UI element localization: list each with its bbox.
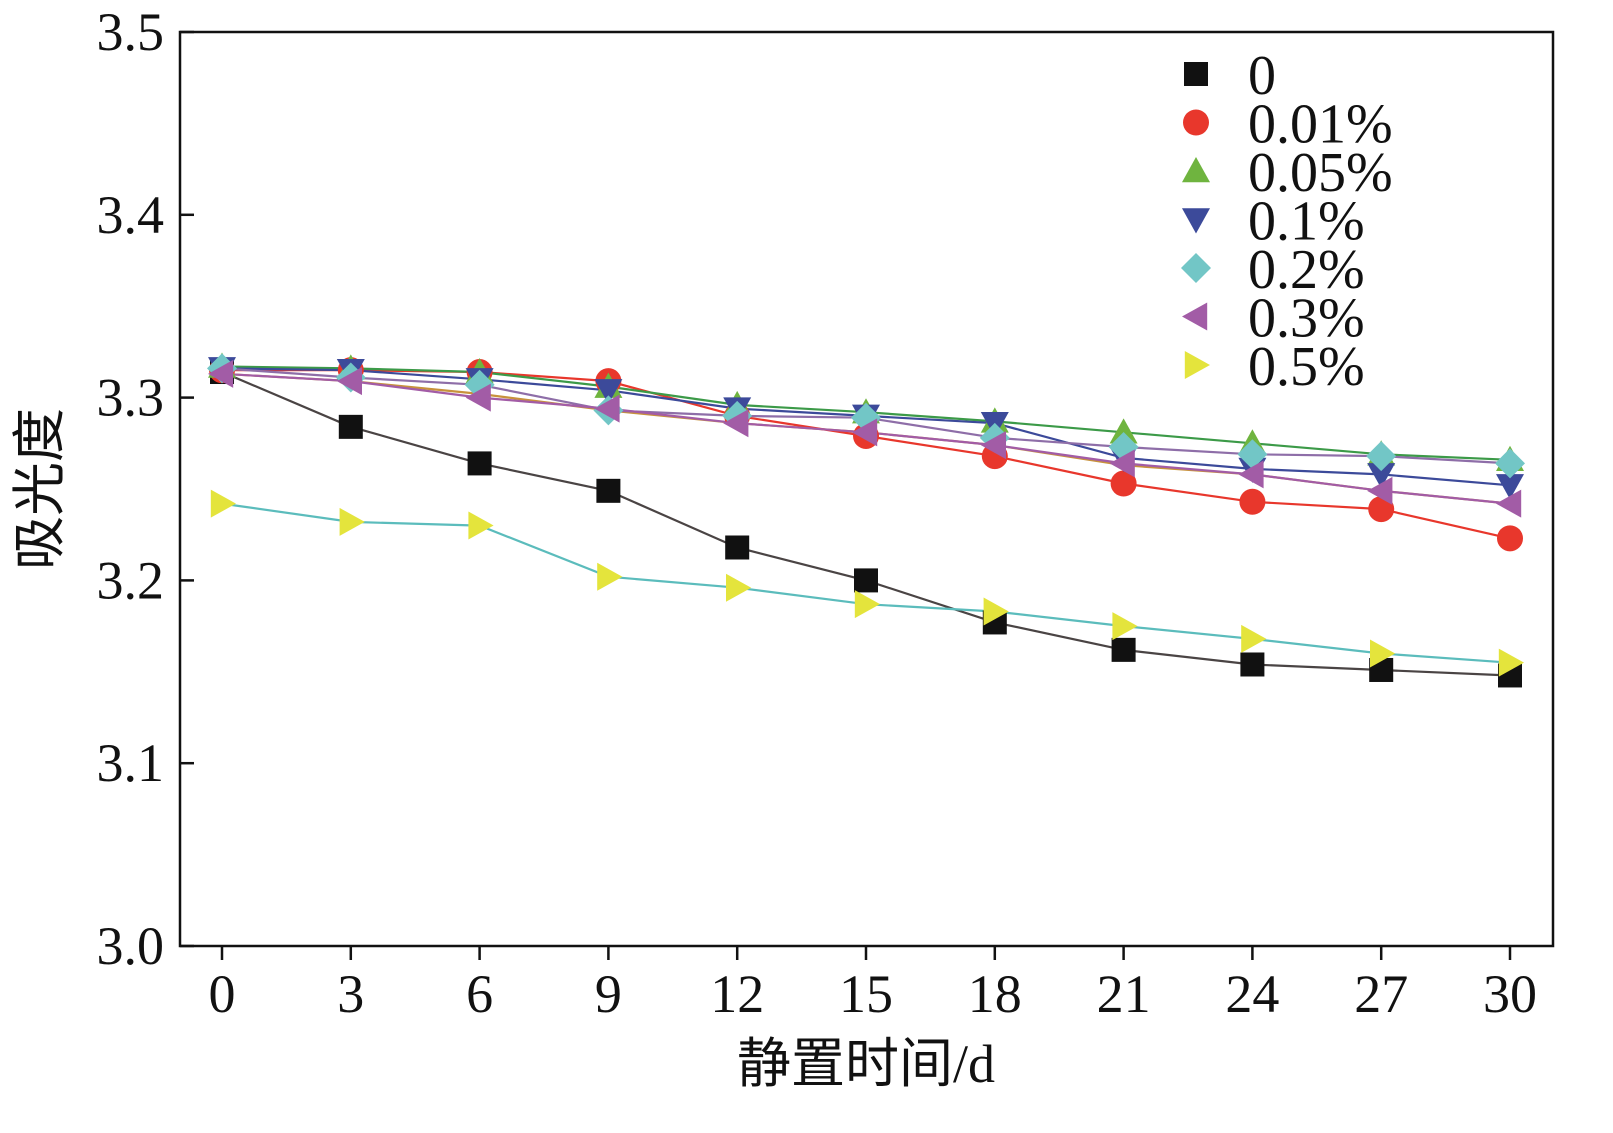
point-0.3%-x3 xyxy=(336,367,362,396)
x-tick-label-3: 3 xyxy=(337,964,364,1024)
point-0.2%-x24 xyxy=(1237,439,1268,470)
point-0.1%-x9 xyxy=(594,379,623,405)
point-0.3%-x27 xyxy=(1367,476,1393,505)
legend-label-0.01%: 0.01% xyxy=(1248,94,1393,156)
point-0-x21 xyxy=(1111,637,1136,662)
y-axis: 3.0 3.1 3.2 3.3 3.4 3.5 xyxy=(97,2,194,976)
point-0.05%-x21 xyxy=(1109,418,1138,444)
point-0-x12 xyxy=(725,535,750,560)
point-0.3%-x30 xyxy=(1496,489,1522,518)
point-0.5%-x27 xyxy=(1370,639,1396,668)
legend-label-0.3%: 0.3% xyxy=(1248,288,1365,350)
point-0.01%-x30 xyxy=(1497,525,1523,552)
legend-symbol-0.5% xyxy=(1184,351,1210,379)
point-0.5%-x0 xyxy=(210,489,236,518)
y-tick-label-3.2: 3.2 xyxy=(97,550,165,610)
point-0.3%-x9 xyxy=(594,394,620,423)
x-tick-label-24: 24 xyxy=(1225,964,1279,1024)
legend-symbol-0 xyxy=(1184,62,1208,86)
x-tick-label-6: 6 xyxy=(466,964,493,1024)
point-0.5%-x30 xyxy=(1498,648,1524,677)
x-tick-label-30: 30 xyxy=(1483,964,1537,1024)
point-0.5%-x24 xyxy=(1241,624,1267,653)
x-tick-label-15: 15 xyxy=(839,964,893,1024)
point-0.5%-x6 xyxy=(468,511,494,540)
point-0.3%-x0 xyxy=(208,359,234,388)
point-0.1%-x30 xyxy=(1496,474,1524,500)
point-0-x3 xyxy=(338,414,363,439)
legend-symbol-0.2% xyxy=(1181,253,1211,283)
x-axis: 0 3 6 9 12 15 18 21 24 27 30 xyxy=(209,946,1537,1024)
legend-label-0.2%: 0.2% xyxy=(1248,239,1365,301)
point-0.3%-x15 xyxy=(852,418,878,447)
y-tick-label-3.4: 3.4 xyxy=(97,185,165,245)
point-0.5%-x21 xyxy=(1112,612,1138,641)
point-0.3%-x6 xyxy=(465,383,491,412)
x-axis-title: 静置时间/d xyxy=(737,1034,995,1094)
x-tick-label-0: 0 xyxy=(209,964,236,1024)
legend-symbol-0.1% xyxy=(1182,208,1210,234)
point-0.3%-x24 xyxy=(1238,460,1264,489)
point-0.5%-x12 xyxy=(726,573,752,602)
legend-symbol-0.01% xyxy=(1183,109,1209,136)
y-tick-label-3.0: 3.0 xyxy=(97,916,165,976)
point-0.3%-x12 xyxy=(723,409,749,438)
point-0-x6 xyxy=(467,451,492,476)
x-tick-label-9: 9 xyxy=(595,964,622,1024)
point-0.2%-x27 xyxy=(1366,441,1397,472)
point-0.5%-x3 xyxy=(339,507,365,536)
point-0.1%-x27 xyxy=(1367,463,1396,489)
point-0-x15 xyxy=(854,568,878,593)
series-markers xyxy=(207,352,1525,688)
legend: 00.01%0.05%0.1%0.2%0.3%0.5% xyxy=(1181,45,1393,398)
y-tick-label-3.3: 3.3 xyxy=(97,368,165,428)
y-axis-title: 吸光度 xyxy=(10,408,70,570)
x-tick-label-12: 12 xyxy=(710,964,764,1024)
point-0.01%-x21 xyxy=(1110,470,1137,497)
x-tick-label-27: 27 xyxy=(1354,964,1408,1024)
point-0-x9 xyxy=(596,478,621,503)
point-0.5%-x9 xyxy=(597,562,623,591)
point-0.2%-x30 xyxy=(1495,448,1525,479)
legend-label-0.05%: 0.05% xyxy=(1248,142,1393,204)
x-tick-label-18: 18 xyxy=(968,964,1022,1024)
legend-label-0: 0 xyxy=(1248,45,1276,107)
x-tick-label-21: 21 xyxy=(1097,964,1151,1024)
point-0.5%-x15 xyxy=(854,590,880,619)
y-tick-label-3.5: 3.5 xyxy=(97,2,165,62)
legend-label-0.5%: 0.5% xyxy=(1248,336,1365,398)
point-0.01%-x24 xyxy=(1239,488,1266,515)
point-0.3%-x18 xyxy=(980,431,1006,460)
point-0.01%-x27 xyxy=(1368,496,1395,523)
point-0-x24 xyxy=(1240,652,1265,677)
point-0.3%-x21 xyxy=(1109,449,1135,478)
legend-symbol-0.05% xyxy=(1182,157,1210,183)
legend-symbol-0.3% xyxy=(1182,302,1208,331)
legend-label-0.1%: 0.1% xyxy=(1248,191,1365,253)
y-tick-label-3.1: 3.1 xyxy=(97,733,165,793)
point-0.5%-x18 xyxy=(983,597,1009,626)
